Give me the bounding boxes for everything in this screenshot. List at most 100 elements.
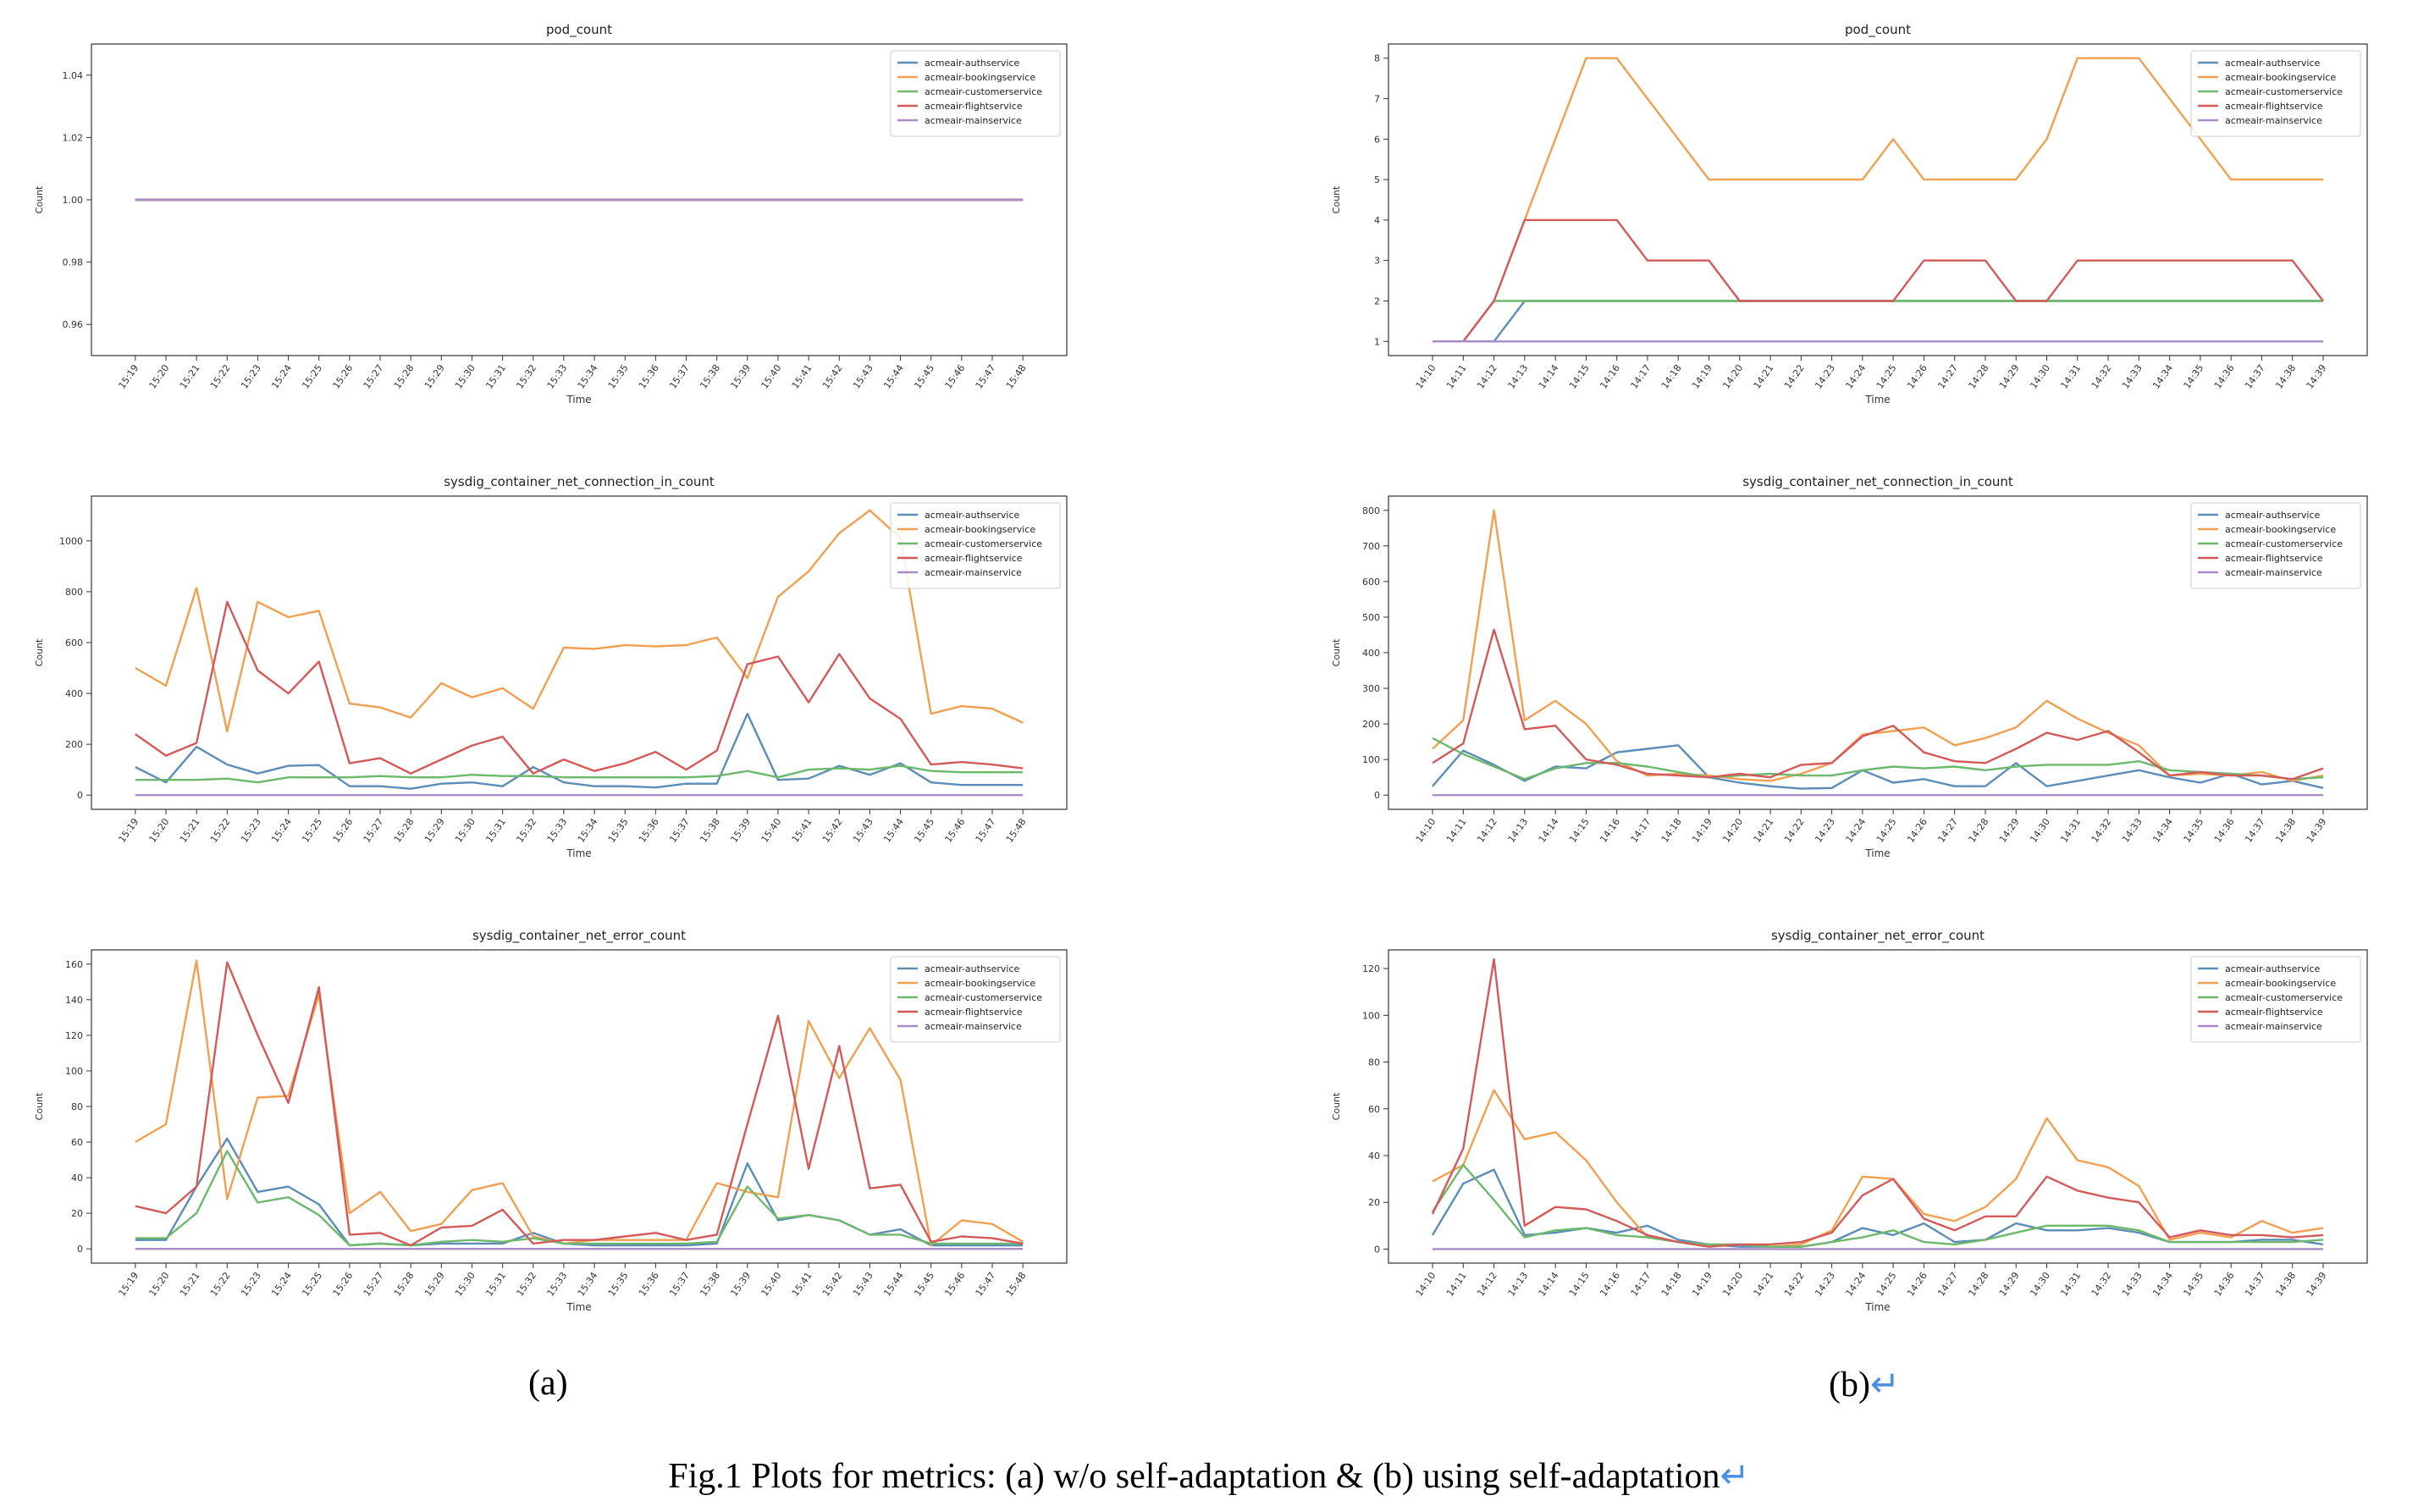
caption-text: Fig.1 Plots for metrics: (a) w/o self-ad…	[668, 1457, 1720, 1496]
x-tick-label: 15:36	[637, 1270, 661, 1298]
legend-entry: acmeair-customerservice	[925, 992, 1042, 1003]
x-tick-label: 14:20	[1720, 816, 1745, 844]
x-tick-label: 15:23	[239, 362, 263, 390]
x-tick-label: 15:33	[545, 362, 570, 390]
legend-entry: acmeair-authservice	[2225, 510, 2320, 521]
legend-entry: acmeair-customerservice	[2225, 86, 2343, 97]
legend-box	[890, 50, 1061, 137]
y-tick-label: 500	[1362, 612, 1380, 623]
x-tick-label: 15:39	[728, 362, 753, 390]
x-tick-label: 14:22	[1782, 1270, 1807, 1298]
x-tick-label: 15:28	[392, 1270, 417, 1298]
y-tick-label: 80	[71, 1101, 83, 1112]
y-tick-label: 100	[1362, 1010, 1380, 1021]
x-tick-label: 14:11	[1444, 816, 1469, 844]
series-line-acmeair-customerservice	[1432, 737, 2324, 781]
x-axis-label: Time	[566, 1301, 591, 1313]
x-tick-label: 14:36	[2212, 816, 2237, 844]
series-line-acmeair-flightservice	[135, 600, 1024, 775]
x-tick-label: 15:44	[881, 362, 906, 390]
x-tick-label: 15:42	[820, 816, 845, 844]
x-tick-label: 15:37	[667, 1270, 692, 1298]
x-tick-label: 14:19	[1690, 1270, 1714, 1298]
x-axis-label: Time	[566, 847, 591, 859]
x-tick-label: 14:21	[1752, 1270, 1776, 1298]
x-tick-label: 14:17	[1629, 362, 1653, 390]
x-tick-label: 15:39	[728, 1270, 753, 1298]
x-tick-label: 15:33	[545, 816, 570, 844]
chart-a-4: sysdig_container_net_error_count 0 20 40 60 8…	[34, 928, 1068, 1313]
x-tick-label: 15:20	[147, 1270, 172, 1298]
series-line-acmeair-flightservice	[1431, 957, 2324, 1248]
chart-a-2: sysdig_container_net_connection_in_count…	[34, 474, 1068, 859]
x-tick-label: 14:23	[1813, 1270, 1837, 1298]
series-line-acmeair-customerservice	[135, 1150, 1024, 1247]
x-tick-label: 15:19	[116, 362, 141, 390]
x-tick-label: 14:36	[2212, 362, 2237, 390]
series-line-acmeair-bookingservice	[1433, 57, 2323, 343]
x-axis-label: Time	[1864, 394, 1890, 406]
y-tick-label: 4	[1374, 215, 1380, 226]
x-axis-label: Time	[1864, 847, 1890, 859]
x-tick-label: 14:20	[1720, 1270, 1745, 1298]
x-tick-label: 15:25	[300, 1270, 324, 1298]
legend-entry: acmeair-authservice	[2225, 58, 2320, 69]
x-tick-label: 14:33	[2120, 816, 2145, 844]
x-tick-label: 15:34	[576, 816, 600, 844]
x-tick-label: 15:30	[453, 362, 478, 390]
x-tick-label: 15:45	[912, 362, 936, 390]
return-mark-icon: ↵	[1869, 1366, 1901, 1404]
x-tick-label: 14:10	[1414, 816, 1438, 844]
x-tick-label: 14:33	[2120, 362, 2145, 390]
x-tick-label: 15:32	[514, 362, 538, 390]
y-tick-label: 40	[1368, 1151, 1380, 1162]
y-axis-label: Count	[1331, 1092, 1342, 1120]
series-line-acmeair-flightservice	[1432, 628, 2324, 781]
x-tick-label: 15:46	[942, 816, 967, 844]
x-tick-label: 14:11	[1444, 1270, 1469, 1298]
x-tick-label: 15:38	[698, 816, 722, 844]
x-tick-label: 15:21	[178, 362, 202, 390]
y-tick-label: 20	[1368, 1197, 1380, 1208]
x-tick-label: 15:43	[851, 816, 875, 844]
x-tick-label: 14:25	[1874, 362, 1899, 390]
x-tick-label: 15:48	[1004, 816, 1029, 844]
y-tick-label: 60	[1368, 1104, 1380, 1115]
x-tick-label: 14:35	[2182, 816, 2206, 844]
x-tick-label: 14:19	[1690, 816, 1714, 844]
x-tick-label: 15:21	[178, 816, 202, 844]
x-tick-label: 14:38	[2273, 1270, 2298, 1298]
series-line-acmeair-bookingservice	[1432, 1089, 2324, 1248]
legend-entry: acmeair-bookingservice	[2225, 72, 2336, 83]
x-tick-label: 14:30	[2028, 816, 2052, 844]
x-tick-label: 14:29	[1997, 1270, 2022, 1298]
x-tick-label: 14:23	[1813, 362, 1837, 390]
x-tick-label: 15:29	[422, 816, 447, 844]
y-tick-label: 200	[1362, 719, 1380, 730]
series-line-acmeair-customerservice	[135, 764, 1024, 784]
x-tick-label: 14:16	[1598, 1270, 1622, 1298]
x-tick-label: 15:47	[974, 362, 998, 390]
x-tick-label: 15:26	[331, 362, 356, 390]
x-tick-label: 15:20	[147, 362, 172, 390]
x-tick-label: 14:18	[1659, 1270, 1684, 1298]
x-tick-label: 14:28	[1967, 1270, 1991, 1298]
y-tick-label: 3	[1374, 256, 1380, 267]
x-tick-label: 14:33	[2120, 1270, 2145, 1298]
legend-entry: acmeair-mainservice	[925, 567, 1022, 578]
x-tick-label: 14:12	[1475, 1270, 1499, 1298]
x-tick-label: 15:41	[790, 362, 814, 390]
figure-caption: Fig.1 Plots for metrics: (a) w/o self-ad…	[0, 1454, 2418, 1497]
legend-entry: acmeair-authservice	[2225, 963, 2320, 974]
chart-b-3: sysdig_container_net_connection_in_count…	[1331, 474, 2368, 859]
y-tick-label: 40	[71, 1173, 83, 1184]
x-tick-label: 15:35	[606, 362, 631, 390]
legend-entry: acmeair-flightservice	[925, 553, 1023, 564]
x-tick-label: 15:25	[300, 362, 324, 390]
legend-box	[2190, 956, 2361, 1043]
x-tick-label: 14:14	[1537, 1270, 1561, 1298]
x-tick-label: 14:28	[1967, 816, 1991, 844]
x-tick-label: 14:17	[1629, 816, 1653, 844]
